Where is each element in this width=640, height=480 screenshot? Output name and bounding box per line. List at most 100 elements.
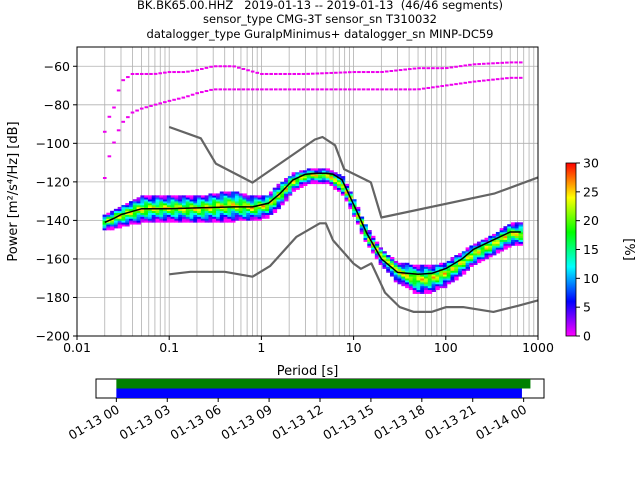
heatmap-cell (495, 241, 501, 244)
outlier-cell (357, 71, 361, 74)
heatmap-cell (348, 193, 353, 196)
coverage-bar-psd (116, 388, 522, 398)
heatmap-cell (348, 199, 353, 202)
heatmap-cell (151, 216, 157, 219)
heatmap-cell (458, 260, 463, 264)
heatmap-cell (178, 201, 183, 204)
heatmap-cell (219, 191, 225, 194)
heatmap-cell (208, 212, 213, 215)
heatmap-cell (446, 262, 452, 266)
heatmap-cell (420, 278, 425, 281)
heatmap-cell (450, 276, 455, 279)
heatmap-cell (151, 218, 157, 221)
heatmap-cell (397, 268, 402, 271)
heatmap-cell (276, 195, 281, 198)
heatmap-cell (442, 282, 448, 285)
heatmap-cell (132, 212, 138, 215)
heatmap-cell (113, 226, 119, 229)
outlier-cell (218, 88, 223, 91)
heatmap-cell (163, 197, 168, 200)
outlier-cell (412, 67, 417, 70)
heatmap-cell (476, 249, 482, 252)
heatmap-cell (125, 203, 130, 206)
heatmap-cell (518, 233, 523, 237)
heatmap-cell (352, 208, 357, 212)
heatmap-cell (219, 212, 225, 215)
heatmap-cell (159, 216, 164, 219)
heatmap-cell (280, 181, 285, 185)
heatmap-cell (435, 276, 440, 279)
heatmap-cell (265, 206, 270, 210)
heatmap-cell (253, 212, 259, 215)
heatmap-cell (151, 206, 157, 210)
outlier-cell (472, 80, 477, 83)
heatmap-cell (420, 274, 425, 277)
heatmap-cell (253, 201, 259, 204)
heatmap-cell (397, 276, 402, 279)
heatmap-cell (503, 237, 508, 240)
heatmap-cell (348, 201, 353, 204)
colorbar-tick-label: 30 (583, 156, 599, 171)
heatmap-cell (480, 247, 486, 250)
outlier-cell (426, 67, 431, 70)
outlier-cell (361, 88, 366, 91)
heatmap-cell (393, 280, 399, 283)
heatmap-cell (178, 214, 183, 217)
heatmap-cell (185, 218, 191, 221)
heatmap-cell (408, 268, 414, 271)
heatmap-cell (514, 228, 520, 231)
heatmap-cell (465, 266, 470, 269)
heatmap-cell (344, 183, 349, 187)
heatmap-cell (329, 176, 334, 179)
x-tick-label: 1 (257, 340, 265, 355)
heatmap-cell (484, 243, 489, 246)
outlier-cell (181, 71, 186, 74)
heatmap-cell (129, 214, 134, 217)
heatmap-cell (507, 241, 512, 244)
heatmap-cell (492, 239, 497, 242)
heatmap-cell (132, 203, 138, 206)
heatmap-cell (147, 210, 153, 213)
heatmap-cell (208, 208, 213, 212)
heatmap-cell (200, 203, 206, 206)
heatmap-cell (420, 285, 425, 289)
time-tick-label: 01-13 18 (371, 402, 427, 443)
heatmap-cell (129, 203, 134, 206)
heatmap-cell (446, 264, 452, 267)
heatmap-cell (227, 218, 232, 221)
heatmap-cell (446, 280, 452, 283)
heatmap-cell (363, 231, 368, 235)
colorbar-bar (565, 162, 577, 337)
heatmap-cell (518, 241, 523, 244)
outlier-cell (468, 63, 472, 66)
heatmap-cell (480, 249, 486, 252)
heatmap-cell (223, 208, 228, 212)
heatmap-cell (393, 260, 399, 264)
heatmap-cell (469, 247, 474, 250)
heatmap-cell (174, 216, 179, 219)
heatmap-cell (223, 212, 228, 215)
heatmap-cell (227, 191, 232, 194)
heatmap-cell (499, 243, 505, 246)
heatmap-cell (185, 197, 191, 200)
heatmap-cell (291, 174, 297, 177)
heatmap-cell (314, 179, 319, 183)
heatmap-cell (268, 212, 274, 215)
heatmap-cell (495, 251, 501, 254)
heatmap-cell (424, 276, 429, 279)
heatmap-cell (431, 287, 436, 291)
heatmap-cell (378, 249, 384, 252)
heatmap-cell (408, 282, 414, 285)
heatmap-cell (204, 204, 210, 208)
heatmap-cell (337, 189, 342, 192)
heatmap-cell (514, 239, 520, 242)
heatmap-cell (393, 262, 399, 266)
colorbar-tick-label: 5 (583, 300, 591, 315)
outlier-cell (375, 88, 380, 91)
outlier-cell (431, 86, 435, 89)
heatmap-cell (121, 220, 126, 223)
heatmap-cell (405, 262, 410, 266)
outlier-cell (371, 71, 375, 74)
heatmap-cell (446, 274, 452, 277)
outlier-cell (130, 111, 135, 114)
